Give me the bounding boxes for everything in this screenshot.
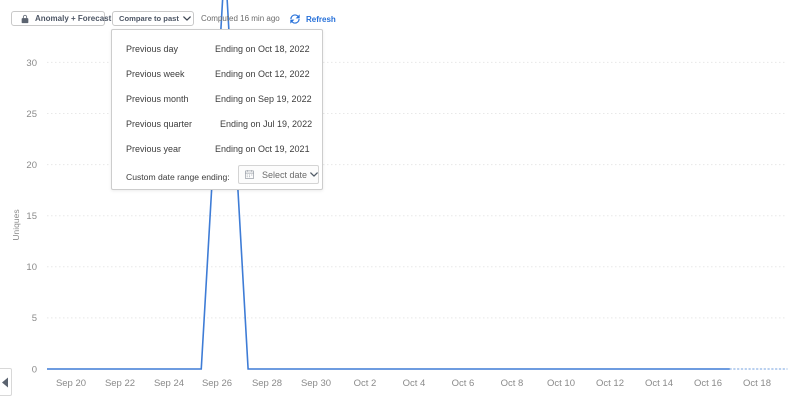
svg-text:Oct 18: Oct 18 xyxy=(743,378,771,389)
svg-text:Sep 22: Sep 22 xyxy=(105,378,135,389)
svg-text:10: 10 xyxy=(26,262,37,273)
svg-text:30: 30 xyxy=(26,58,37,69)
svg-text:25: 25 xyxy=(26,109,37,120)
svg-text:Oct 4: Oct 4 xyxy=(403,378,426,389)
svg-text:Sep 24: Sep 24 xyxy=(154,378,184,389)
svg-text:Sep 26: Sep 26 xyxy=(202,378,232,389)
svg-text:Oct 8: Oct 8 xyxy=(501,378,524,389)
svg-text:Sep 30: Sep 30 xyxy=(301,378,331,389)
svg-text:Oct 12: Oct 12 xyxy=(596,378,624,389)
svg-text:Oct 16: Oct 16 xyxy=(694,378,722,389)
svg-text:Oct 6: Oct 6 xyxy=(452,378,475,389)
svg-text:20: 20 xyxy=(26,160,37,171)
svg-text:15: 15 xyxy=(26,211,37,222)
svg-text:Oct 10: Oct 10 xyxy=(547,378,575,389)
svg-text:Sep 20: Sep 20 xyxy=(56,378,86,389)
svg-text:Oct 14: Oct 14 xyxy=(645,378,673,389)
svg-text:0: 0 xyxy=(32,365,37,376)
svg-text:Oct 2: Oct 2 xyxy=(354,378,377,389)
svg-text:5: 5 xyxy=(32,313,37,324)
svg-text:Sep 28: Sep 28 xyxy=(252,378,282,389)
svg-text:Uniques: Uniques xyxy=(11,209,21,240)
